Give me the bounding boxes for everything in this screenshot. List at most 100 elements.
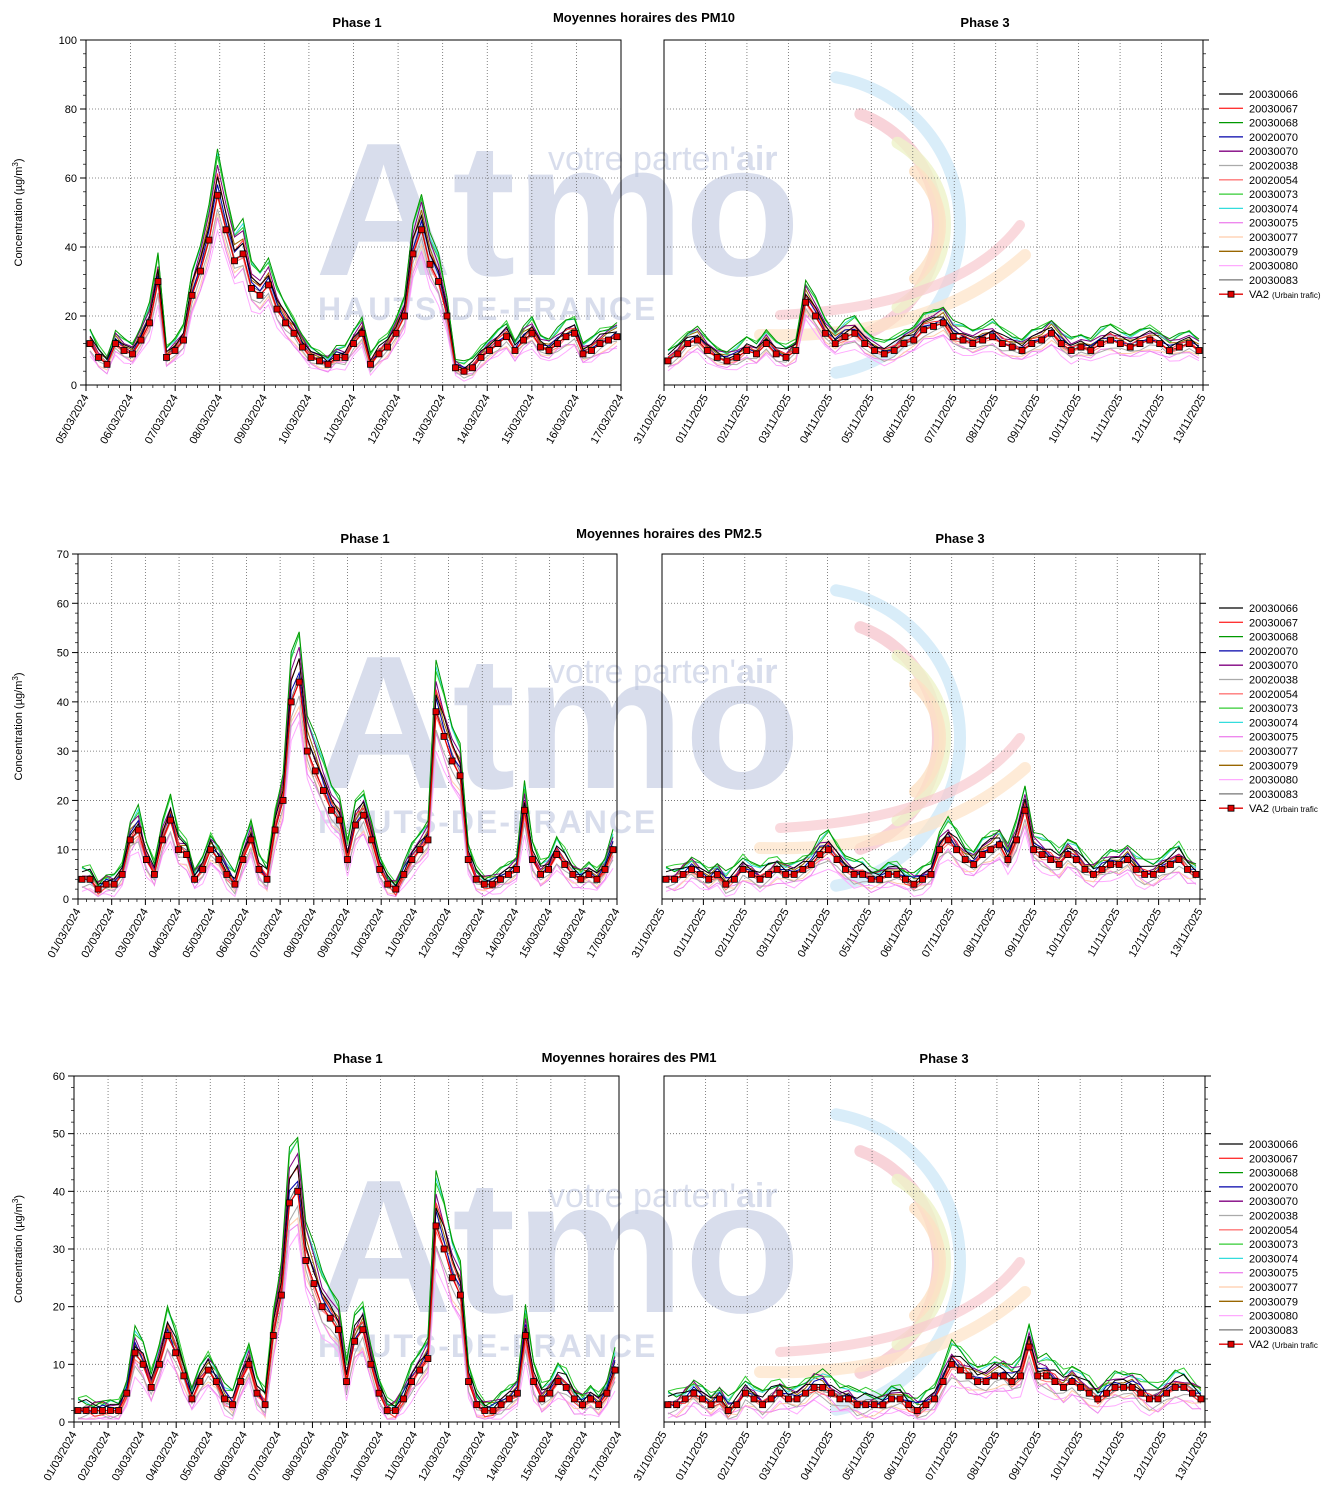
- va2-marker: [154, 278, 162, 285]
- series-line-20030068: [667, 1322, 1202, 1400]
- va2-marker: [513, 866, 520, 873]
- va2-marker: [472, 875, 480, 883]
- va2-marker: [896, 1395, 904, 1403]
- y-tick-label: 20: [57, 795, 69, 807]
- va2-marker: [416, 1366, 424, 1374]
- x-tick-label: 13/03/2024: [450, 1430, 488, 1484]
- va2-marker: [601, 866, 609, 873]
- legend-entry-va2: VA2 (Urbain trafic: [1249, 1339, 1318, 1351]
- va2-marker: [188, 1395, 196, 1403]
- va2-marker: [171, 347, 179, 354]
- va2-marker: [577, 875, 585, 883]
- chart-panel-3: 0 10 20 30 40 50 60 Concentration (µg/m3) 01/03/…: [11, 1050, 1318, 1483]
- va2-marker: [102, 880, 110, 888]
- va2-marker: [183, 851, 191, 858]
- legend-entry: 20030080: [1249, 775, 1298, 787]
- va2-marker: [497, 1401, 505, 1409]
- va2-marker: [588, 347, 595, 354]
- va2-marker: [368, 836, 376, 844]
- va2-marker: [440, 1245, 448, 1253]
- x-tick-label: 06/11/2025: [881, 393, 919, 446]
- va2-marker: [163, 353, 170, 361]
- watermark-swoosh: [775, 1257, 1025, 1357]
- legend-entry-va2: VA2 (Urbain trafic): [1249, 289, 1321, 301]
- va2-marker: [1008, 1378, 1016, 1385]
- watermark-arc: [908, 165, 946, 285]
- legend-entry: 20030070: [1249, 660, 1298, 672]
- va2-marker: [733, 1401, 741, 1409]
- series-line-20030073: [667, 283, 1200, 355]
- va2-marker: [545, 866, 552, 873]
- series-line-20030073: [77, 1138, 616, 1406]
- va2-marker: [538, 1395, 546, 1403]
- va2-marker: [214, 191, 221, 199]
- va2-marker: [662, 875, 670, 883]
- phase-title-left: Phase 1: [340, 531, 389, 546]
- va2-marker: [961, 856, 969, 863]
- x-tick-label: 12/11/2025: [1130, 393, 1168, 446]
- legend-entry: 20030067: [1249, 1153, 1298, 1165]
- va2-marker: [1126, 343, 1134, 351]
- va2-marker: [1047, 856, 1055, 863]
- va2-marker: [460, 367, 468, 375]
- va2-marker: [375, 350, 383, 358]
- va2-marker: [302, 1257, 310, 1264]
- legend-va2-note: (Urbain trafic: [1272, 1341, 1318, 1350]
- phase-title-left: Phase 1: [333, 1051, 382, 1066]
- legend-entry: 20030077: [1249, 1282, 1298, 1294]
- va2-marker: [1195, 347, 1203, 354]
- va2-marker: [175, 846, 182, 854]
- va2-marker: [352, 821, 359, 829]
- va2-marker: [1128, 1384, 1136, 1391]
- x-tick-label: 09/11/2025: [1007, 1430, 1045, 1483]
- y-axis-label-close: ): [13, 1195, 25, 1199]
- series-line-20030080: [665, 830, 1197, 898]
- series-line-20030080: [89, 228, 618, 382]
- va2-marker: [974, 1378, 981, 1385]
- x-tick-label: 07/11/2025: [922, 393, 960, 446]
- va2-marker: [282, 319, 289, 327]
- series-line-20030073: [81, 634, 614, 884]
- va2-marker: [845, 1395, 852, 1403]
- va2-marker: [554, 1378, 562, 1385]
- va2-marker: [561, 861, 569, 868]
- x-tick-label: 13/11/2025: [1173, 1430, 1211, 1483]
- y-tick-label: 50: [57, 648, 69, 660]
- va2-marker: [443, 312, 451, 320]
- va2-marker: [688, 866, 695, 873]
- x-tick-label: 05/11/2025: [840, 1430, 878, 1483]
- va2-marker: [112, 340, 119, 348]
- legend-entry: 20030075: [1249, 732, 1298, 744]
- x-tick-label: 05/03/2024: [54, 393, 92, 447]
- y-tick-label: 40: [57, 697, 69, 709]
- x-tick-label: 31/10/2025: [632, 393, 670, 447]
- legend-entry: 20030067: [1249, 617, 1298, 629]
- va2-marker: [1107, 861, 1114, 868]
- legend-entry: 20030079: [1249, 1296, 1298, 1308]
- va2-marker: [724, 1407, 732, 1414]
- va2-marker: [261, 1401, 269, 1409]
- va2-marker: [1081, 866, 1089, 873]
- va2-marker: [86, 340, 94, 348]
- va2-marker: [103, 360, 111, 368]
- va2-marker: [893, 871, 901, 878]
- va2-marker: [827, 1389, 835, 1397]
- x-tick-label: 13/03/2024: [410, 393, 448, 447]
- x-tick-label: 17/03/2024: [585, 907, 623, 961]
- va2-marker: [722, 880, 730, 888]
- va2-marker: [530, 1378, 537, 1385]
- va2-marker: [324, 360, 332, 368]
- va2-marker: [664, 357, 672, 365]
- legend-entry: 20030080: [1249, 1311, 1298, 1323]
- va2-marker: [1038, 851, 1046, 858]
- x-tick-label: 11/11/2025: [1090, 1430, 1127, 1482]
- legend-entry: 20030075: [1249, 218, 1298, 230]
- va2-marker: [221, 1395, 228, 1403]
- legend-entry: 20030079: [1249, 760, 1298, 772]
- va2-marker: [248, 284, 255, 292]
- y-tick-label: 0: [59, 1417, 65, 1429]
- va2-marker: [351, 1337, 359, 1345]
- x-tick-label: 03/03/2024: [113, 907, 151, 961]
- x-tick-label: 01/03/2024: [42, 1430, 80, 1484]
- x-tick-label: 02/11/2025: [713, 907, 751, 960]
